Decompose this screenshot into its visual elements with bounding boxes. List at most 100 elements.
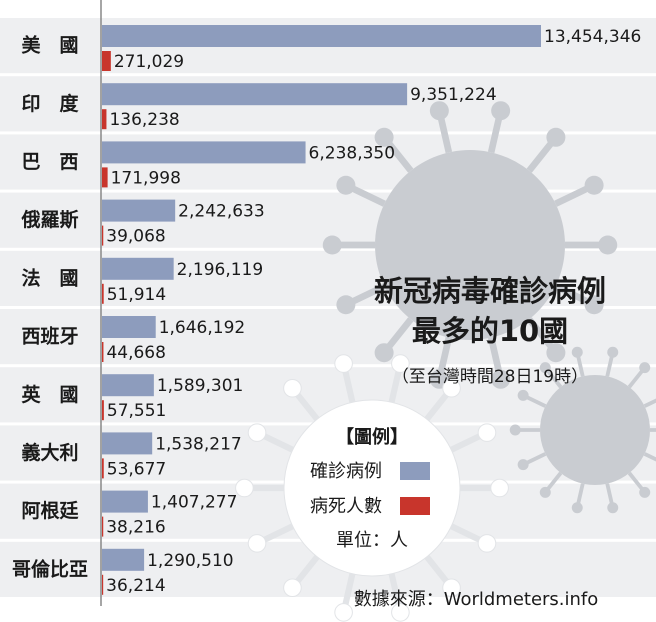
virus-body xyxy=(375,150,565,340)
value-label: 1,407,277 xyxy=(151,493,238,513)
virus-spike-head xyxy=(391,354,410,373)
chart-title: 新冠病毒確診病例 xyxy=(374,274,606,308)
category-label: 英 國 xyxy=(21,383,78,406)
virus-spike-head xyxy=(491,369,511,389)
chart-title: 最多的10國 xyxy=(412,314,568,348)
bar xyxy=(102,257,174,280)
virus-spike-head xyxy=(247,534,267,553)
virus-spike-head xyxy=(491,101,511,121)
bar xyxy=(102,199,176,222)
unit-label: 單位：人 xyxy=(336,530,408,551)
bar xyxy=(102,225,104,246)
virus-spike-head xyxy=(509,424,521,436)
virus-spike-head xyxy=(334,354,353,373)
value-label: 57,551 xyxy=(107,401,166,421)
value-label: 1,290,510 xyxy=(147,551,234,571)
category-label: 西班牙 xyxy=(21,325,78,348)
legend-title: 【圖例】 xyxy=(336,426,408,448)
chart-subtitle: （至台灣時間28日19時） xyxy=(392,367,588,387)
virus-spike-head xyxy=(607,502,619,514)
virus-spike-head xyxy=(490,478,509,498)
virus-spike-head xyxy=(283,378,302,398)
value-label: 171,998 xyxy=(111,168,181,188)
virus-spike-head xyxy=(598,235,618,255)
bar xyxy=(102,432,153,455)
virus-spike-head xyxy=(283,578,302,598)
bar xyxy=(102,283,104,304)
value-label: 1,646,192 xyxy=(159,318,246,338)
virus-decoration xyxy=(235,101,656,622)
virus-spike-head xyxy=(336,295,356,315)
value-label: 1,538,217 xyxy=(155,434,242,454)
bar xyxy=(102,316,156,338)
virus-spike-head xyxy=(517,389,529,401)
bar xyxy=(102,516,104,537)
virus-spike-head xyxy=(442,578,461,598)
virus-spike-head xyxy=(374,127,394,147)
virus-spike-head xyxy=(584,175,604,195)
bar xyxy=(102,141,306,164)
bar xyxy=(102,374,154,397)
plot: 美 國 13,454,346 271,029 印 度 9,351,224 136,238 巴… xyxy=(12,0,641,606)
virus-spike-head xyxy=(429,101,449,121)
bar xyxy=(102,342,104,362)
value-label: 2,242,633 xyxy=(178,202,265,222)
virus-spike-head xyxy=(391,603,410,622)
virus-spike-head xyxy=(442,378,461,398)
bar xyxy=(102,25,541,47)
category-label: 哥倫比亞 xyxy=(12,557,88,580)
legend-swatch xyxy=(400,462,430,480)
virus-spike-head xyxy=(517,459,529,471)
value-label: 9,351,224 xyxy=(410,85,497,105)
virus-spike-head xyxy=(639,486,651,498)
virus-spike-head xyxy=(334,603,353,622)
virus-spike-head xyxy=(539,362,551,374)
virus-spike-head xyxy=(477,423,497,442)
bar xyxy=(102,167,108,188)
category-label: 法 國 xyxy=(21,266,78,289)
source: 數據來源：Worldmeters.info xyxy=(354,589,599,610)
value-label: 271,029 xyxy=(114,52,184,72)
bar xyxy=(102,458,104,479)
value-label: 51,914 xyxy=(107,285,166,305)
virus-spike-head xyxy=(584,295,604,315)
category-label: 美 國 xyxy=(21,34,78,57)
legend-swatch xyxy=(400,497,430,515)
value-label: 53,677 xyxy=(107,459,166,479)
value-label: 6,238,350 xyxy=(309,143,396,163)
virus xyxy=(509,346,656,514)
value-label: 2,196,119 xyxy=(177,260,264,280)
bar xyxy=(102,83,408,106)
virus-spike-head xyxy=(607,346,619,358)
virus-spike-head xyxy=(571,346,583,358)
legend-label: 確診病例 xyxy=(310,461,382,482)
virus-body xyxy=(283,399,461,577)
virus xyxy=(322,101,618,389)
virus-spike-head xyxy=(571,502,583,514)
bar xyxy=(102,109,107,130)
category-label: 義大利 xyxy=(21,441,78,464)
bar xyxy=(102,490,148,513)
value-label: 36,214 xyxy=(106,576,165,596)
category-label: 印 度 xyxy=(21,92,79,115)
bar xyxy=(102,574,104,595)
virus-spike-head xyxy=(477,534,497,553)
virus-spike-head xyxy=(546,127,566,147)
virus-body xyxy=(540,375,650,485)
virus-spike-head xyxy=(247,423,267,442)
value-label: 38,216 xyxy=(106,518,165,538)
value-label: 44,668 xyxy=(106,343,165,363)
category-label: 俄羅斯 xyxy=(20,208,78,231)
legend-label: 病死人數 xyxy=(310,496,382,517)
category-label: 阿根廷 xyxy=(21,499,79,522)
value-label: 136,238 xyxy=(109,110,179,130)
virus-spike-head xyxy=(374,343,394,363)
virus-spike-head xyxy=(235,478,254,498)
virus-spike-head xyxy=(336,175,356,195)
category-label: 巴 西 xyxy=(21,151,78,173)
virus-spike-head xyxy=(546,343,566,363)
virus-spike-head xyxy=(639,362,651,374)
virus-spike-head xyxy=(539,486,551,498)
virus-spike-head xyxy=(322,235,342,255)
